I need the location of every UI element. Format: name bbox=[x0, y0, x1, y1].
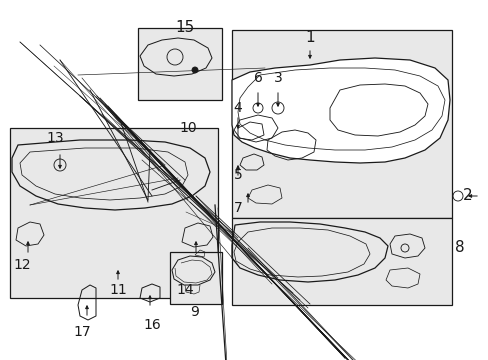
Text: 17: 17 bbox=[73, 325, 91, 339]
Bar bbox=[138, 28, 222, 100]
Text: 10: 10 bbox=[179, 121, 196, 135]
Text: 8: 8 bbox=[454, 240, 464, 256]
Text: 15: 15 bbox=[175, 21, 194, 36]
Bar bbox=[231, 30, 451, 218]
Text: 16: 16 bbox=[143, 318, 161, 332]
Text: 7: 7 bbox=[233, 201, 242, 215]
Bar bbox=[10, 128, 218, 298]
Bar bbox=[231, 218, 451, 305]
Text: 5: 5 bbox=[233, 168, 242, 182]
Text: 13: 13 bbox=[46, 131, 63, 145]
Text: 4: 4 bbox=[233, 101, 242, 115]
Text: 3: 3 bbox=[273, 71, 282, 85]
Text: 14: 14 bbox=[176, 283, 193, 297]
Text: 9: 9 bbox=[190, 305, 199, 319]
Text: 2: 2 bbox=[462, 189, 472, 203]
Text: 11: 11 bbox=[109, 283, 126, 297]
Bar bbox=[170, 252, 222, 304]
Text: 6: 6 bbox=[253, 71, 262, 85]
Circle shape bbox=[192, 67, 198, 73]
Polygon shape bbox=[231, 58, 449, 163]
Text: 12: 12 bbox=[13, 258, 31, 272]
Text: 1: 1 bbox=[305, 31, 314, 45]
